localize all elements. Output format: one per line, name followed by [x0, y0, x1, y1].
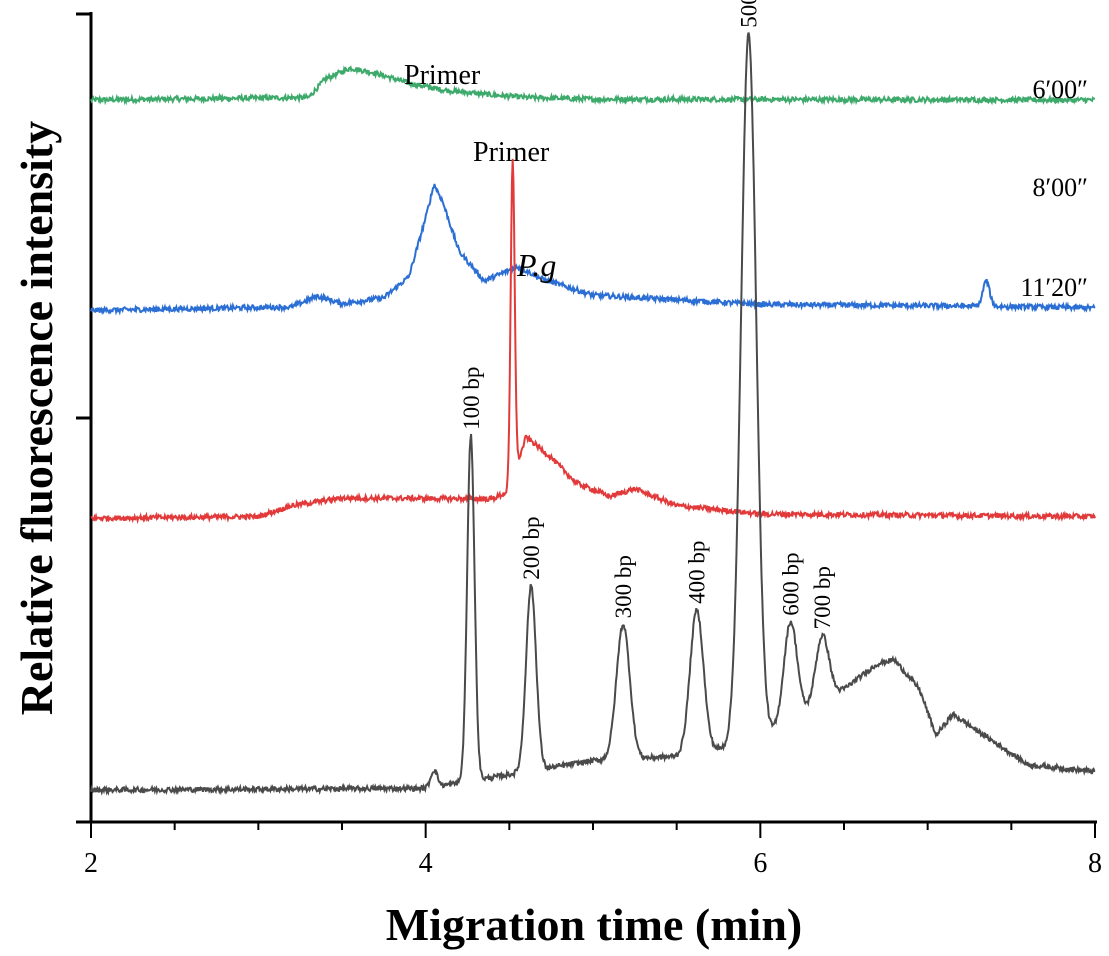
- x-tick-label: 2: [84, 848, 98, 879]
- time-label-11min: 11′20″: [1020, 273, 1088, 302]
- peak-label: 100 bp: [459, 367, 484, 430]
- x-tick-label: 6: [753, 848, 767, 879]
- trace-ladder: [90, 32, 1096, 797]
- y-axis-title: Relative fluorescence intensity: [11, 121, 62, 715]
- peak-label: 300 bp: [611, 555, 636, 618]
- x-ticks: 2 4 6 8: [84, 822, 1102, 879]
- labels: 100 bp 200 bp 300 bp 400 bp 500 bp 600 bp 700 …: [459, 0, 835, 629]
- time-label-8min: 8′00″: [1032, 173, 1088, 202]
- time-label-6min: 6′00″: [1032, 75, 1088, 104]
- primer-label-top: Primer: [404, 60, 481, 91]
- pg-label: P.g: [516, 247, 556, 283]
- peak-label: 200 bp: [519, 517, 544, 580]
- trace-8-00-: [90, 183, 1096, 316]
- peak-label: 400 bp: [685, 541, 710, 604]
- peak-label: 600 bp: [778, 552, 803, 615]
- x-axis-title: Migration time (min): [386, 899, 802, 950]
- peak-label: 700 bp: [810, 566, 835, 629]
- traces: [90, 32, 1096, 797]
- trace-6-00-: [90, 65, 1096, 106]
- x-tick-label: 4: [419, 848, 433, 879]
- primer-label-mid: Primer: [473, 137, 550, 168]
- trace-11-20-: [90, 158, 1096, 525]
- x-tick-label: 8: [1088, 848, 1102, 879]
- peak-label: 500 bp: [737, 0, 762, 28]
